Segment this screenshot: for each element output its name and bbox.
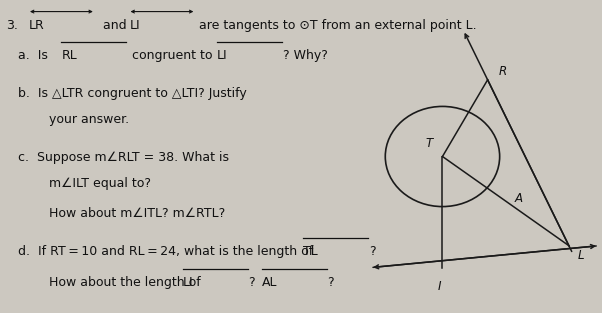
Text: I: I [438,280,441,293]
Text: b.  Is △LTR congruent to △LTI? Justify: b. Is △LTR congruent to △LTI? Justify [18,87,247,100]
Text: and: and [99,19,131,32]
Text: How about m∠ITL? m∠RTL?: How about m∠ITL? m∠RTL? [49,208,226,220]
Text: RL: RL [61,49,77,62]
Text: d.  If RT = 10 and RL = 24, what is the length of: d. If RT = 10 and RL = 24, what is the l… [18,245,317,258]
Text: R: R [498,65,507,78]
Text: How about the length of: How about the length of [49,276,205,289]
Text: LR: LR [29,19,45,32]
Text: T: T [426,137,433,150]
Text: LI: LI [217,49,228,62]
Text: your answer.: your answer. [49,113,129,126]
Text: ?: ? [369,245,376,258]
Text: ? Why?: ? Why? [283,49,328,62]
Text: m∠ILT equal to?: m∠ILT equal to? [49,177,151,190]
Text: 3.: 3. [6,19,18,32]
Text: TL: TL [303,245,318,258]
Text: ?: ? [249,276,259,289]
Text: L: L [578,249,585,262]
Text: AL: AL [262,276,278,289]
Text: A: A [515,192,523,206]
Text: c.  Suppose m∠RLT = 38. What is: c. Suppose m∠RLT = 38. What is [18,151,229,164]
Text: ?: ? [327,276,334,289]
Text: are tangents to ⊙T from an external point L.: are tangents to ⊙T from an external poin… [199,19,477,32]
Text: congruent to: congruent to [128,49,216,62]
Text: LI: LI [183,276,194,289]
Text: a.  Is: a. Is [18,49,52,62]
Text: LI: LI [129,19,140,32]
